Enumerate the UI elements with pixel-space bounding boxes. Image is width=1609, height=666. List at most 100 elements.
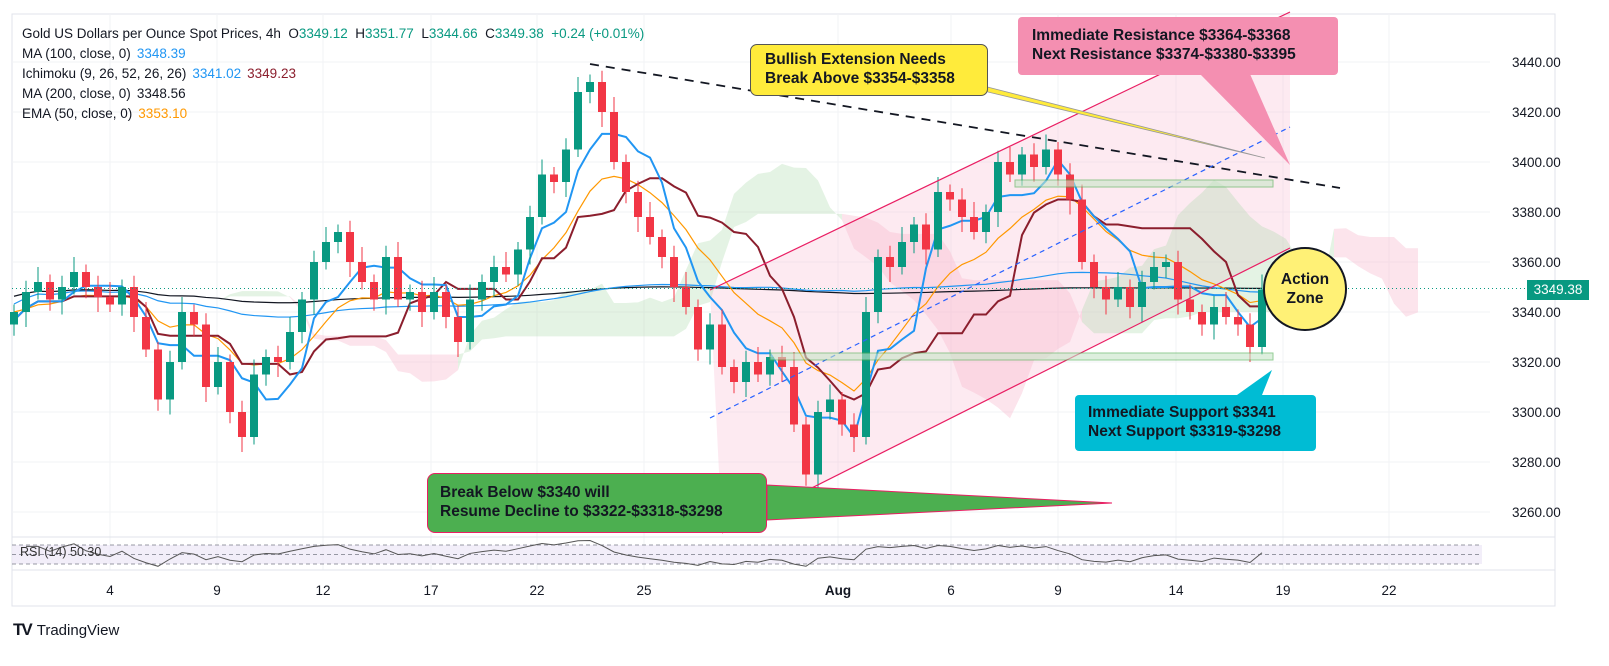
ichimoku-cloud-segment [386, 340, 398, 372]
candle [1234, 309, 1242, 336]
candle-body [394, 257, 402, 300]
indicator-name: Ichimoku (9, 26, 52, 26, 26) [22, 66, 187, 81]
high-label: H [355, 26, 365, 41]
indicator-ema50[interactable]: EMA (50, close, 0) 3353.10 [22, 104, 644, 124]
ichimoku-cloud-segment [1070, 293, 1082, 342]
candle-body [526, 217, 534, 250]
ichimoku-cloud-segment [866, 217, 878, 267]
ichimoku-cloud-segment [458, 334, 470, 371]
candle-body [1006, 162, 1014, 175]
candle [310, 250, 318, 315]
candle [154, 342, 162, 411]
x-tick-label: 4 [106, 583, 114, 598]
ichimoku-cloud-segment [746, 173, 758, 222]
ichimoku-cloud-segment [998, 280, 1010, 419]
candle [826, 384, 834, 420]
candle [442, 284, 450, 329]
rsi-legend[interactable]: RSI (14) 50.30 [20, 545, 101, 559]
candle-body [922, 224, 930, 250]
candle [550, 167, 558, 194]
callout-line: Break Below $3340 will [440, 484, 610, 501]
callout-line: Immediate Support $3341 [1088, 404, 1276, 421]
candle-body [862, 312, 870, 437]
breakdown-callout: Break Below $3340 will Resume Decline to… [427, 473, 767, 533]
tradingview-logo[interactable]: TV TradingView [13, 620, 119, 640]
candle [1150, 252, 1158, 290]
candle-body [82, 272, 90, 287]
candle [298, 292, 306, 344]
ichimoku-cloud-segment [770, 163, 782, 214]
x-tick-label: 6 [947, 583, 955, 598]
candle-body [154, 349, 162, 400]
rsi-label: RSI (14) [20, 545, 67, 559]
ichimoku-cloud-segment [314, 333, 326, 341]
candle [418, 280, 426, 327]
candle [910, 217, 918, 254]
candle [898, 227, 906, 275]
candle-body [778, 357, 786, 367]
candle [814, 400, 822, 490]
candle-body [286, 332, 294, 362]
indicator-ma200[interactable]: MA (200, close, 0) 3348.56 [22, 84, 644, 104]
resistance-zone [1014, 179, 1274, 188]
ichimoku-cloud-segment [542, 300, 554, 337]
candle [22, 280, 30, 327]
ichimoku-cloud-segment [1022, 280, 1034, 394]
ichimoku-cloud-segment [446, 354, 458, 380]
indicator-value: 3341.02 [192, 66, 242, 81]
ichimoku-cloud-segment [410, 354, 422, 382]
candle [790, 352, 798, 432]
ichimoku-cloud-segment [938, 233, 950, 353]
candle-body [142, 317, 150, 350]
ichimoku-cloud-segment [986, 280, 998, 408]
support-zone [769, 352, 1274, 361]
ichimoku-cloud-segment [710, 229, 722, 302]
candle-body [322, 242, 330, 262]
candle [1102, 275, 1110, 315]
candle [886, 245, 894, 282]
candle [718, 309, 726, 375]
candle [862, 297, 870, 445]
breakdown-callout-pointer [766, 484, 1113, 521]
candle-body [1186, 299, 1194, 312]
candle [574, 77, 582, 157]
ichimoku-cloud-segment [266, 291, 278, 297]
candle-body [814, 412, 822, 475]
rsi-value: 50.30 [70, 545, 102, 559]
candle [250, 359, 258, 445]
ichimoku-cloud-segment [506, 302, 518, 337]
ichimoku-cloud-segment [818, 180, 830, 214]
candle-body [502, 267, 510, 275]
support-callout-pointer [1230, 370, 1272, 400]
indicator-name: MA (200, close, 0) [22, 86, 131, 101]
ichimoku-cloud-segment [602, 283, 614, 337]
indicator-ma100[interactable]: MA (100, close, 0) 3348.39 [22, 44, 644, 64]
indicator-value: 3348.39 [136, 46, 186, 61]
change-value: +0.24 (+0.01%) [551, 26, 645, 41]
candle-body [1162, 262, 1170, 267]
ichimoku-cloud-segment [1394, 237, 1406, 317]
candle-body [982, 212, 990, 232]
support-callout: Immediate Support $3341 Next Support $33… [1075, 395, 1316, 451]
candle [1006, 147, 1014, 182]
indicator-ichimoku[interactable]: Ichimoku (9, 26, 52, 26, 26) 3341.02 3349.… [22, 64, 644, 84]
candle [190, 304, 198, 336]
y-tick-label: 3260.00 [1512, 505, 1561, 520]
candle [382, 245, 390, 315]
callout-line: Next Support $3319-$3298 [1088, 423, 1281, 440]
candle [706, 313, 714, 365]
candle [754, 347, 762, 382]
candle [1198, 304, 1206, 336]
low-label: L [421, 26, 429, 41]
candle-body [130, 287, 138, 317]
candle [130, 275, 138, 332]
callout-line: Break Above $3354-$3358 [765, 70, 955, 87]
candle-body [94, 287, 102, 297]
candle-body [1126, 287, 1134, 307]
candle-body [898, 242, 906, 267]
y-tick-label: 3360.00 [1512, 255, 1561, 270]
close-label: C [485, 26, 495, 41]
candle-body [562, 149, 570, 182]
ichimoku-cloud-segment [254, 291, 266, 297]
